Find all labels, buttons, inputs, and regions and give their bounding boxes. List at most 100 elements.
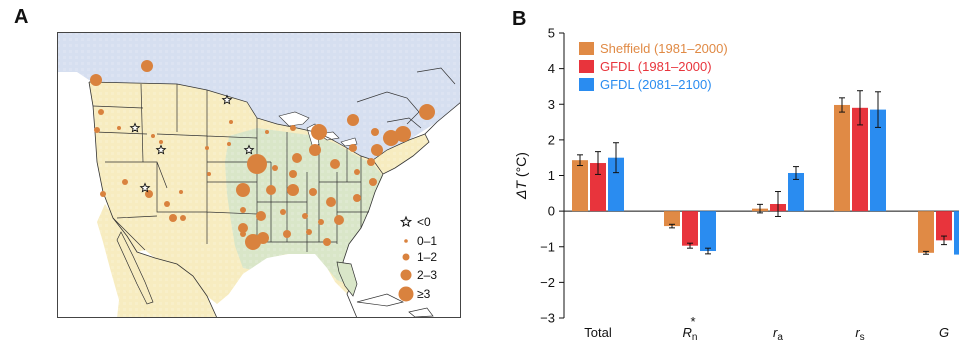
station-dot [353, 194, 361, 202]
y-tick-label: −2 [540, 275, 555, 290]
x-tick-label: Total [584, 325, 612, 340]
bar-chart-panel: −3 −2 −1 0 1 2 3 4 5 Total Rn * ra rs G Sheffield (19… [506, 26, 959, 340]
us-map: <0 0–1 1–2 2–3 ≥3 [57, 32, 461, 318]
bar [590, 163, 606, 212]
station-dot [179, 190, 183, 194]
legend-label: Sheffield (1981–2000) [600, 41, 728, 56]
dot-icon [404, 239, 408, 243]
station-dot [169, 214, 177, 222]
station-dot [145, 190, 153, 198]
station-dot [311, 124, 327, 140]
y-axis-title: ΔT (°C) [513, 152, 529, 200]
x-tick-label: Rn [683, 325, 698, 340]
station-dot [240, 207, 246, 213]
bar [664, 211, 680, 227]
map-legend: <0 0–1 1–2 2–3 ≥3 [398, 215, 437, 302]
legend-swatch [579, 60, 594, 73]
station-dot [164, 201, 170, 207]
star-icon [243, 144, 255, 155]
y-tick-label: 1 [548, 168, 555, 183]
caribbean-islands [356, 293, 434, 318]
panel-a-letter: A [14, 6, 29, 28]
bar [682, 211, 698, 246]
station-dot [151, 134, 155, 138]
bar [572, 160, 588, 212]
map-frame [57, 32, 461, 318]
map-legend-label: 1–2 [417, 250, 437, 264]
station-dot [227, 142, 231, 146]
dot-icon [402, 253, 410, 261]
station-dot [229, 120, 233, 124]
bar [834, 104, 850, 212]
station-dot [159, 140, 163, 144]
station-dot [205, 146, 209, 150]
station-dot [323, 238, 331, 246]
star-icon [155, 144, 167, 155]
baja-peninsula [116, 231, 154, 305]
station-dot [266, 185, 276, 195]
legend-swatch [579, 42, 594, 55]
station-dot [354, 169, 360, 175]
error-bars [577, 90, 947, 255]
x-tick-label-sup: * [690, 314, 695, 329]
star-icon [399, 215, 413, 228]
station-dot [117, 126, 121, 130]
station-dot [141, 60, 153, 72]
star-icon [129, 122, 141, 133]
y-tick-label: −3 [540, 311, 555, 326]
station-dot [309, 144, 321, 156]
y-tick-label: 4 [548, 61, 555, 76]
gulf-of-mexico [217, 254, 357, 318]
bar [870, 109, 886, 212]
canada-islands [356, 67, 456, 129]
y-axis: −3 −2 −1 0 1 2 3 4 5 [540, 26, 959, 326]
map-legend-label: ≥3 [417, 287, 431, 301]
station-dot [98, 109, 104, 115]
station-dot [283, 230, 291, 238]
bar-chart: −3 −2 −1 0 1 2 3 4 5 Total Rn* ra rs G Sheffield (19… [513, 26, 959, 340]
station-dot [326, 197, 336, 207]
station-dot [371, 128, 379, 136]
station-dot [330, 159, 340, 169]
map-legend-label: 2–3 [417, 268, 437, 282]
x-axis-labels: Total Rn* ra rs G [584, 314, 949, 340]
station-dot [90, 74, 102, 86]
florida-peninsula [336, 261, 358, 297]
station-dot [94, 127, 100, 133]
dot-icon [398, 286, 414, 302]
station-dot [238, 223, 248, 233]
station-dot [290, 125, 296, 131]
station-dot [302, 213, 308, 219]
star-icon [221, 94, 233, 105]
dot-icon [400, 269, 412, 281]
station-dot [272, 165, 278, 171]
bar [954, 211, 959, 255]
chart-legend: Sheffield (1981–2000) GFDL (1981–2000) GFD… [579, 41, 728, 92]
station-dot [236, 183, 250, 197]
station-dot [369, 178, 377, 186]
map-markers [90, 60, 435, 250]
map-legend-label: 0–1 [417, 234, 437, 248]
y-tick-label: 0 [548, 204, 555, 219]
station-dot [367, 158, 375, 166]
map-legend-label: <0 [417, 215, 431, 229]
station-dot [347, 114, 359, 126]
x-tick-label: ra [773, 325, 783, 340]
station-dot [309, 188, 317, 196]
station-dot [419, 104, 435, 120]
station-dot [180, 215, 186, 221]
bars [572, 104, 959, 255]
legend-label: GFDL (2081–2100) [600, 77, 712, 92]
star-icon [139, 182, 151, 193]
legend-swatch [579, 78, 594, 91]
bar [918, 211, 934, 253]
us-map-panel: <0 0–1 1–2 2–3 ≥3 [57, 32, 461, 318]
station-dot [395, 126, 411, 142]
station-dot [245, 234, 261, 250]
x-tick-label: rs [855, 325, 864, 340]
station-dot [349, 144, 357, 152]
x-tick-label: G [939, 325, 949, 340]
station-dot [371, 144, 383, 156]
station-dot [289, 170, 297, 178]
bar [608, 157, 624, 212]
